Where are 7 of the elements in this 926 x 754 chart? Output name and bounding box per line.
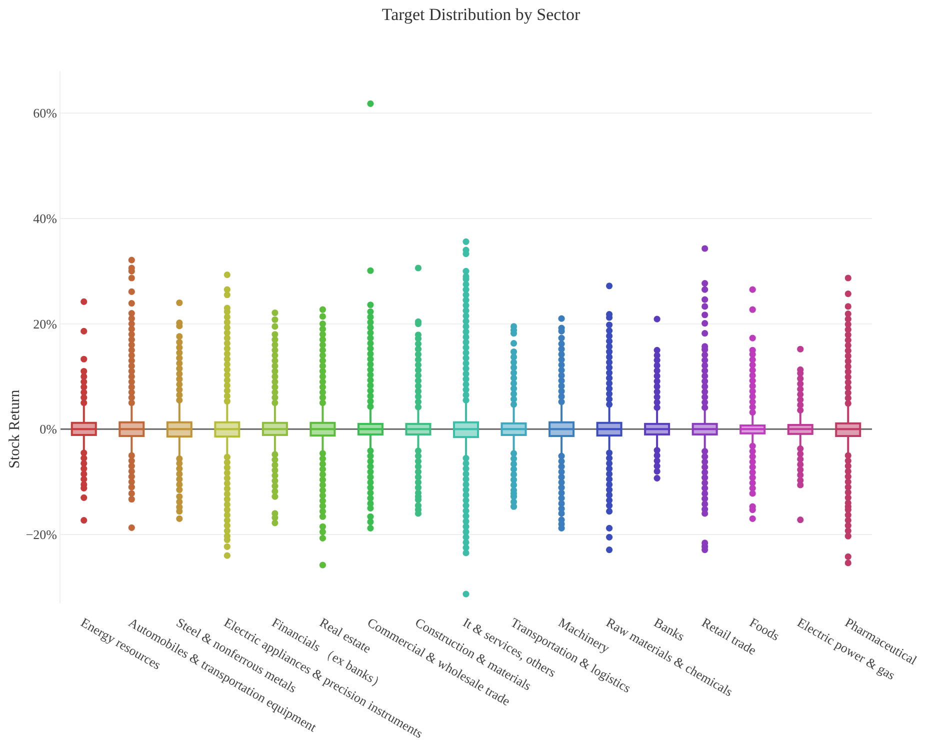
y-tick-label: 0% xyxy=(40,422,58,437)
y-tick-label: 60% xyxy=(33,106,58,121)
chart-title: Target Distribution by Sector xyxy=(382,5,580,24)
y-axis-title: Stock Return xyxy=(7,389,23,469)
y-tick-label: −20% xyxy=(26,527,58,542)
y-tick-label: 40% xyxy=(33,211,58,226)
y-tick-label: 20% xyxy=(33,316,58,332)
